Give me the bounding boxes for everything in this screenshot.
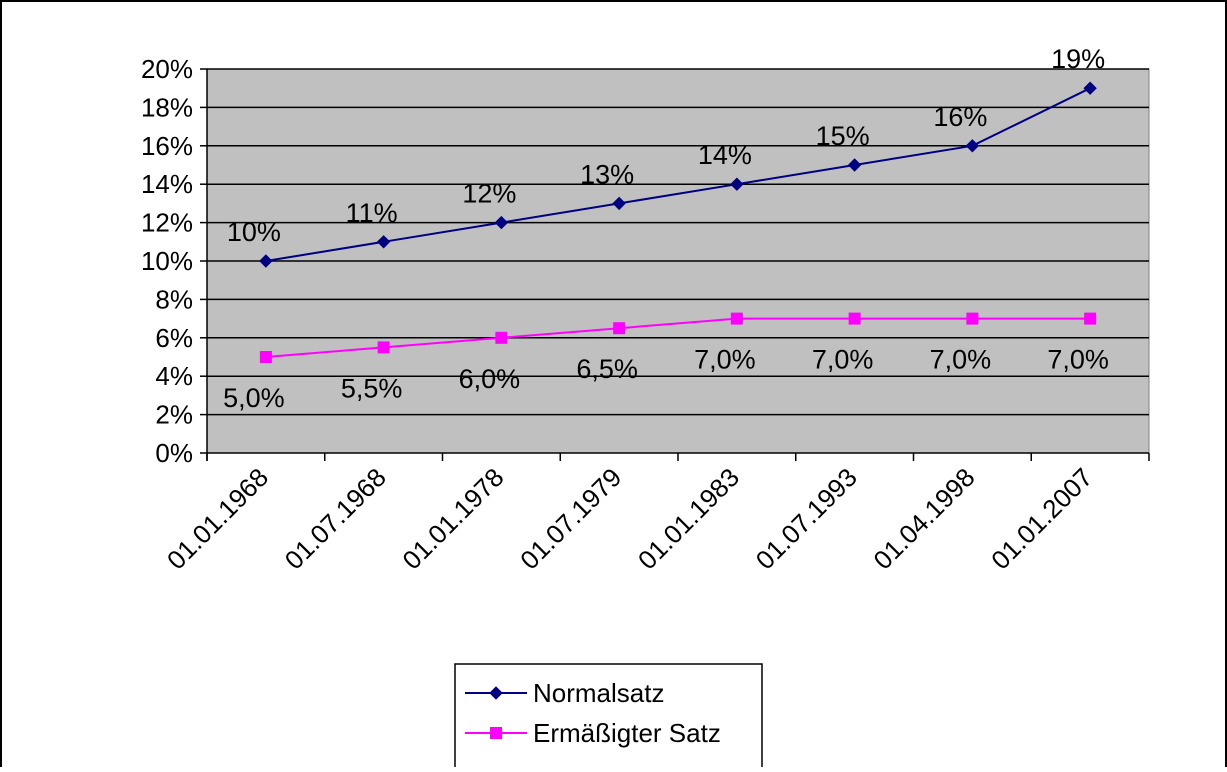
- data-label-normalsatz: 11%: [346, 198, 398, 228]
- data-point-ermaessigter-satz: [377, 341, 390, 354]
- series-layer: [259, 81, 1097, 363]
- data-point-ermaessigter-satz: [848, 312, 861, 325]
- data-label-normalsatz: 19%: [1051, 44, 1105, 74]
- data-label-normalsatz: 16%: [933, 102, 987, 132]
- data-point-ermaessigter-satz: [259, 351, 272, 363]
- data-point-ermaessigter-satz: [730, 312, 743, 325]
- data-point-ermaessigter-satz: [613, 322, 626, 335]
- data-point-normalsatz: [376, 235, 391, 249]
- data-label-ermaessigter-satz: 7,0%: [930, 345, 992, 375]
- y-tick-label: 14%: [141, 169, 193, 199]
- data-label-ermaessigter-satz: 5,5%: [341, 373, 403, 403]
- y-tick-label: 4%: [155, 361, 193, 391]
- data-point-normalsatz: [1083, 81, 1097, 95]
- data-point-ermaessigter-satz: [966, 312, 979, 325]
- gridlines: [207, 68, 1149, 416]
- y-tick-label: 18%: [141, 92, 193, 122]
- data-point-normalsatz: [612, 196, 626, 211]
- legend-box: [454, 663, 763, 772]
- data-label-ermaessigter-satz: 5,0%: [223, 383, 285, 413]
- data-point-normalsatz: [730, 177, 744, 191]
- data-labels: 10% 11% 12% 13% 14% 15% 16% 19% 5,0% 5,5% 6,0% 6,5%…: [223, 44, 1109, 413]
- data-label-normalsatz: 15%: [816, 121, 870, 151]
- y-tick-label: 20%: [141, 54, 193, 84]
- y-tick-label: 0%: [155, 438, 193, 468]
- data-point-normalsatz: [494, 215, 509, 230]
- series-line-ermaessigter-satz: [265, 317, 1091, 358]
- data-label-ermaessigter-satz: 7,0%: [694, 345, 756, 375]
- legend-marker-normalsatz: [489, 686, 503, 700]
- y-tick-label: 2%: [155, 400, 193, 430]
- legend: Normalsatz Ermäßigter Satz: [454, 663, 763, 772]
- legend-marker-ermaessigter-satz: [490, 727, 502, 739]
- data-point-ermaessigter-satz: [1084, 312, 1097, 325]
- legend-label-ermaessigter-satz: Ermäßigter Satz: [533, 718, 721, 748]
- data-label-normalsatz: 14%: [698, 140, 752, 170]
- series-line-normalsatz: [265, 87, 1091, 262]
- data-label-normalsatz: 13%: [580, 159, 634, 189]
- data-label-ermaessigter-satz: 6,5%: [576, 354, 638, 384]
- data-point-normalsatz: [965, 139, 980, 153]
- legend-label-normalsatz: Normalsatz: [533, 678, 664, 708]
- data-point-normalsatz: [259, 254, 273, 268]
- data-label-ermaessigter-satz: 6,0%: [459, 364, 521, 394]
- y-tick-label: 16%: [141, 131, 193, 161]
- data-label-ermaessigter-satz: 7,0%: [812, 345, 874, 375]
- data-label-ermaessigter-satz: 7,0%: [1047, 345, 1109, 375]
- y-tick-label: 10%: [141, 246, 193, 276]
- data-label-normalsatz: 10%: [227, 217, 281, 247]
- y-tick-label: 12%: [141, 208, 193, 238]
- data-point-normalsatz: [847, 158, 862, 172]
- y-tick-label: 8%: [155, 284, 193, 314]
- data-point-ermaessigter-satz: [495, 331, 508, 344]
- y-tick-label: 6%: [155, 323, 193, 353]
- data-label-normalsatz: 12%: [462, 179, 516, 209]
